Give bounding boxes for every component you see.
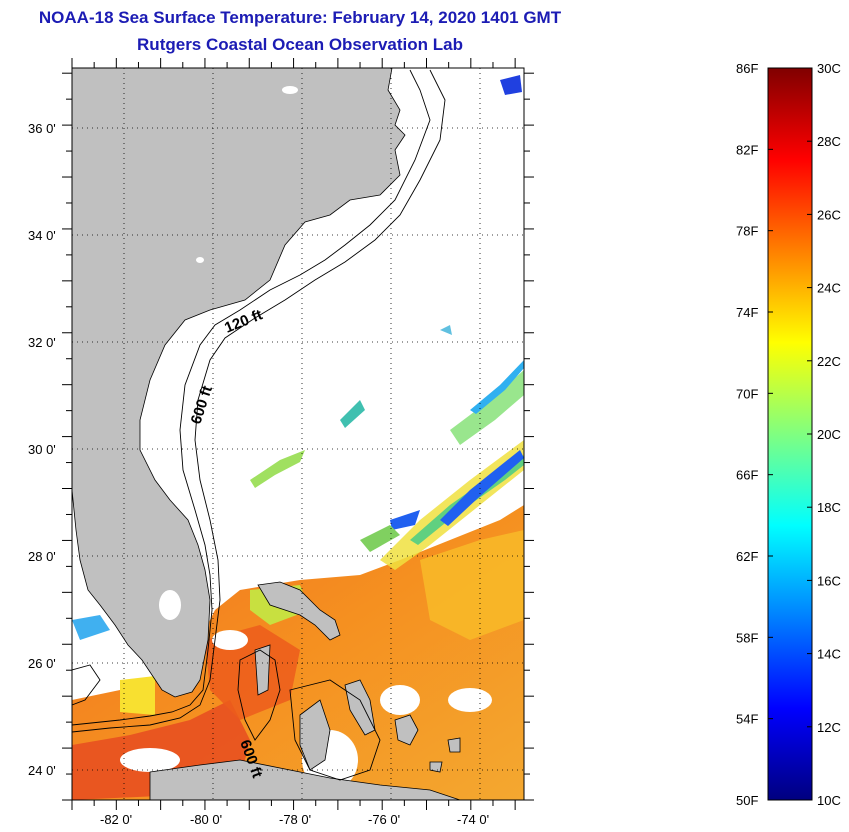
- map-canvas: 120 ft 600 ft 600 ft: [72, 68, 524, 800]
- colorbar-c-label: 22C: [817, 354, 841, 369]
- colorbar-c-label: 16C: [817, 573, 841, 588]
- fahrenheit-labels: 86F 82F 78F 74F 70F 66F 62F 58F 54F 50F: [736, 61, 758, 808]
- lon-label: -74 0': [457, 812, 489, 827]
- colorbar-f-label: 62F: [736, 549, 758, 564]
- lat-label: 34 0': [28, 228, 56, 243]
- lat-label: 28 0': [28, 549, 56, 564]
- colorbar-c-label: 12C: [817, 720, 841, 735]
- colorbar-c-label: 20C: [817, 427, 841, 442]
- lon-axis-labels: -82 0' -80 0' -78 0' -76 0' -74 0': [100, 812, 489, 827]
- lake: [159, 590, 181, 620]
- colorbar-c-label: 18C: [817, 500, 841, 515]
- colorbar-f-label: 50F: [736, 793, 758, 808]
- colorbar-c-label: 10C: [817, 793, 841, 808]
- depth-contours: [72, 69, 446, 781]
- colorbar-f-label: 86F: [736, 61, 758, 76]
- lon-label: -76 0': [368, 812, 400, 827]
- colorbar-ticks: [768, 67, 812, 801]
- landmass-bahamas: [254, 581, 461, 773]
- colorbar-c-label: 26C: [817, 207, 841, 222]
- colorbar-f-label: 66F: [736, 468, 758, 483]
- lake: [282, 86, 298, 94]
- lake: [196, 257, 204, 263]
- landmass-us-east-coast: [72, 68, 406, 698]
- colorbar-f-label: 82F: [736, 142, 758, 157]
- colorbar-f-label: 74F: [736, 305, 758, 320]
- colorbar-f-label: 70F: [736, 386, 758, 401]
- lat-label: 36 0': [28, 121, 56, 136]
- lat-label: 24 0': [28, 763, 56, 778]
- lat-axis-labels: 36 0' 34 0' 32 0' 30 0' 28 0' 26 0' 24 0…: [28, 121, 56, 778]
- lon-label: -80 0': [190, 812, 222, 827]
- colorbar-f-label: 78F: [736, 224, 758, 239]
- colorbar-c-label: 30C: [817, 61, 841, 76]
- colorbar-c-label: 14C: [817, 647, 841, 662]
- sst-yellow-patch: [420, 530, 524, 640]
- colorbar-f-label: 54F: [736, 712, 758, 727]
- colorbar-c-label: 24C: [817, 281, 841, 296]
- lon-label: -82 0': [100, 812, 132, 827]
- lat-label: 30 0': [28, 442, 56, 457]
- temperature-colorbar: 86F 82F 78F 74F 70F 66F 62F 58F 54F 50F 30C 28C 26C…: [736, 61, 841, 808]
- colorbar-scale: [767, 67, 813, 801]
- axis-ticks: [62, 58, 534, 810]
- map-frame: [71, 67, 525, 801]
- map-subtitle: Rutgers Coastal Ocean Observation Lab: [137, 35, 463, 54]
- colorbar-f-label: 58F: [736, 630, 758, 645]
- lat-label: 26 0': [28, 656, 56, 671]
- graticule: [72, 68, 524, 800]
- lon-label: -78 0': [279, 812, 311, 827]
- lat-label: 32 0': [28, 335, 56, 350]
- colorbar-c-label: 28C: [817, 134, 841, 149]
- celsius-labels: 30C 28C 26C 24C 22C 20C 18C 16C 14C 12C 10C: [817, 61, 841, 808]
- map-title: NOAA-18 Sea Surface Temperature: Februar…: [38, 8, 562, 27]
